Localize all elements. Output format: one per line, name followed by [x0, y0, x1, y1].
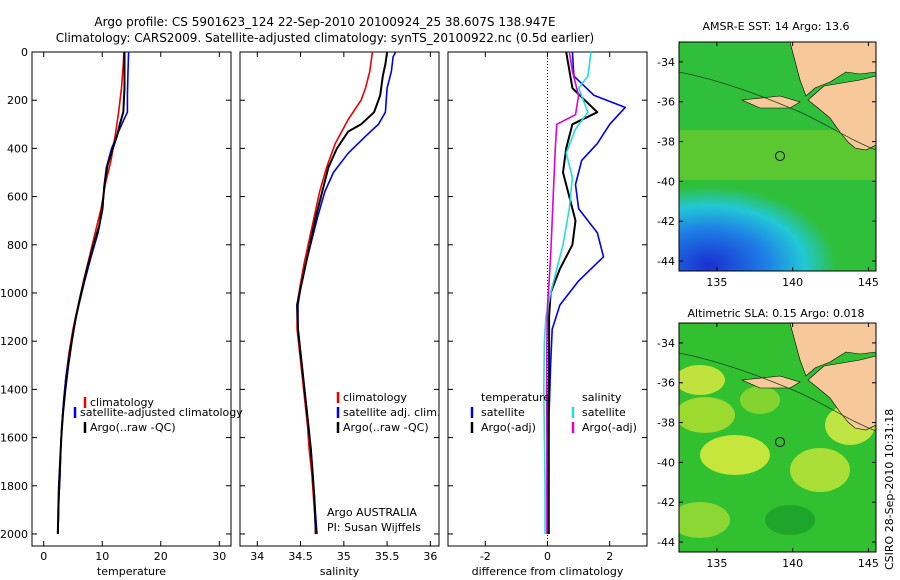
- x-axis-label: temperature: [97, 565, 166, 578]
- legend-label-sal-satellite: satellite: [582, 406, 626, 419]
- sst-map-frame: [678, 41, 877, 272]
- x-tick-label: 34.5: [288, 550, 313, 563]
- header-line-2: Climatology: CARS2009. Satellite-adjuste…: [56, 31, 594, 45]
- x-tick-label: 34: [250, 550, 264, 563]
- sla-map-frame: [678, 322, 877, 553]
- float-marker: [775, 151, 785, 161]
- map-x-tick-label: 145: [858, 557, 879, 570]
- y-tick-label: 600: [7, 191, 28, 204]
- map-x-tick-label: 140: [782, 557, 803, 570]
- x-tick-label: -2: [480, 550, 491, 563]
- x-tick-label: 0: [544, 550, 551, 563]
- sla-map: Altimetric SLA: 0.15 Argo: 0.018 -34-36-…: [657, 307, 879, 570]
- map-x-tick-label: 135: [706, 557, 727, 570]
- sst-map-title: AMSR-E SST: 14 Argo: 13.6: [702, 20, 849, 33]
- y-tick-label: 2000: [0, 528, 28, 541]
- land-area: [679, 42, 876, 97]
- map-y-tick-label: -36: [657, 377, 675, 390]
- series-line-satellite: [542, 51, 592, 534]
- sst-map: AMSR-E SST: 14 Argo: 13.6 -34 -36 -38 -40 -4…: [657, 20, 879, 289]
- pi-label: PI: Susan Wijffels: [327, 521, 421, 534]
- sla-map-title: Altimetric SLA: 0.15 Argo: 0.018: [687, 307, 864, 320]
- y-tick-label: 200: [7, 94, 28, 107]
- difference-panel: -2 0 2 difference from climatology: [447, 51, 648, 578]
- shelf-contour: [679, 71, 876, 151]
- legend-label-temp-argo: Argo(-adj): [481, 421, 536, 434]
- plot-frame: [239, 51, 440, 547]
- y-tick-label: 800: [7, 239, 28, 252]
- map-y-tick-label: -42: [657, 215, 675, 228]
- map-y-tick-label: -34: [657, 56, 675, 69]
- map-y-tick-label: -40: [657, 456, 675, 469]
- legend-title-temperature: temperature: [481, 391, 550, 404]
- map-y-tick-label: -38: [657, 136, 675, 149]
- float-marker: [775, 437, 785, 447]
- map-y-tick-label: -34: [657, 337, 675, 350]
- x-axis-label: difference from climatology: [472, 565, 624, 578]
- shelf-contour: [679, 352, 876, 432]
- map-y-tick-label: -44: [657, 536, 675, 549]
- map-y-tick-label: -44: [657, 255, 675, 268]
- sla-map-ticks: -34 -36 -38 -40 -42 -44 135 140 145: [657, 323, 879, 570]
- difference-legend: temperature satellite Argo(-adj) salinit…: [470, 391, 637, 434]
- land-area: [679, 323, 876, 377]
- institution-label: Argo AUSTRALIA: [327, 506, 417, 519]
- series-line-argo-adj-: [545, 51, 580, 534]
- y-tick-label: 1800: [0, 480, 28, 493]
- map-x-tick-label: 135: [706, 276, 727, 289]
- legend-label-argo: Argo(..raw -QC): [343, 421, 429, 434]
- plot-frame: [31, 51, 232, 547]
- header-line-1: Argo profile: CS 5901623_124 22-Sep-2010…: [94, 15, 555, 29]
- map-y-tick-label: -36: [657, 96, 675, 109]
- salinity-legend: climatology satellite adj. clim. Argo(..…: [336, 391, 440, 434]
- x-axis-label: salinity: [320, 565, 360, 578]
- x-tick-label: 30: [212, 550, 226, 563]
- x-tick-label: 35: [337, 550, 351, 563]
- x-tick-label: 20: [154, 550, 168, 563]
- temperature-panel: 0 10 20 30 0 200 400 600 800 1000 1200 1400 1600 1800…: [0, 46, 232, 578]
- y-tick-label: 400: [7, 142, 28, 155]
- y-tick-label: 1400: [0, 383, 28, 396]
- timestamp-stamp: CSIRO 28-Sep-2010 10:31:18: [883, 409, 896, 570]
- map-x-tick-label: 140: [782, 276, 803, 289]
- kangaroo-island: [740, 375, 801, 389]
- series-line-satellite-adjusted-climatology: [57, 51, 130, 535]
- salinity-panel: 34 34.5 35 35.5 36 salinity: [239, 51, 440, 578]
- temperature-legend: climatology satellite-adjusted climatolo…: [73, 396, 243, 434]
- map-y-tick-label: -40: [657, 175, 675, 188]
- series-line-climatology: [57, 51, 125, 535]
- legend-title-salinity: salinity: [582, 391, 622, 404]
- y-tick-label: 1000: [0, 287, 28, 300]
- map-y-tick-label: -42: [657, 496, 675, 509]
- legend-label-climatology: climatology: [90, 396, 154, 409]
- legend-label-temp-satellite: satellite: [481, 406, 525, 419]
- legend-label-argo: Argo(..raw -QC): [90, 421, 176, 434]
- y-tick-label: 0: [21, 46, 28, 59]
- legend-label-climatology: climatology: [343, 391, 407, 404]
- series-line-argo-raw-qc-: [296, 51, 389, 535]
- land-area: [807, 355, 876, 431]
- x-tick-label: 35.5: [375, 550, 400, 563]
- map-y-tick-label: -38: [657, 417, 675, 430]
- legend-label-satellite: satellite-adjusted climatology: [80, 406, 243, 419]
- y-tick-label: 1200: [0, 335, 28, 348]
- x-tick-label: 36: [423, 550, 437, 563]
- series-line-argo-adj-: [547, 51, 599, 534]
- sst-map-ticks: -34 -36 -38 -40 -42 -44 135 140 145: [657, 42, 879, 289]
- legend-label-satellite: satellite adj. clim.: [343, 406, 440, 419]
- kangaroo-island: [740, 95, 801, 109]
- x-tick-label: 0: [40, 550, 47, 563]
- land-area: [807, 75, 876, 151]
- map-x-tick-label: 145: [858, 276, 879, 289]
- x-tick-label: 2: [606, 550, 613, 563]
- sst-cold-water: [679, 150, 876, 271]
- series-line-satellite: [548, 51, 627, 534]
- y-tick-label: 1600: [0, 432, 28, 445]
- x-tick-label: 10: [95, 550, 109, 563]
- legend-label-sal-argo: Argo(-adj): [582, 421, 637, 434]
- series-line-argo-raw-qc-: [56, 52, 126, 535]
